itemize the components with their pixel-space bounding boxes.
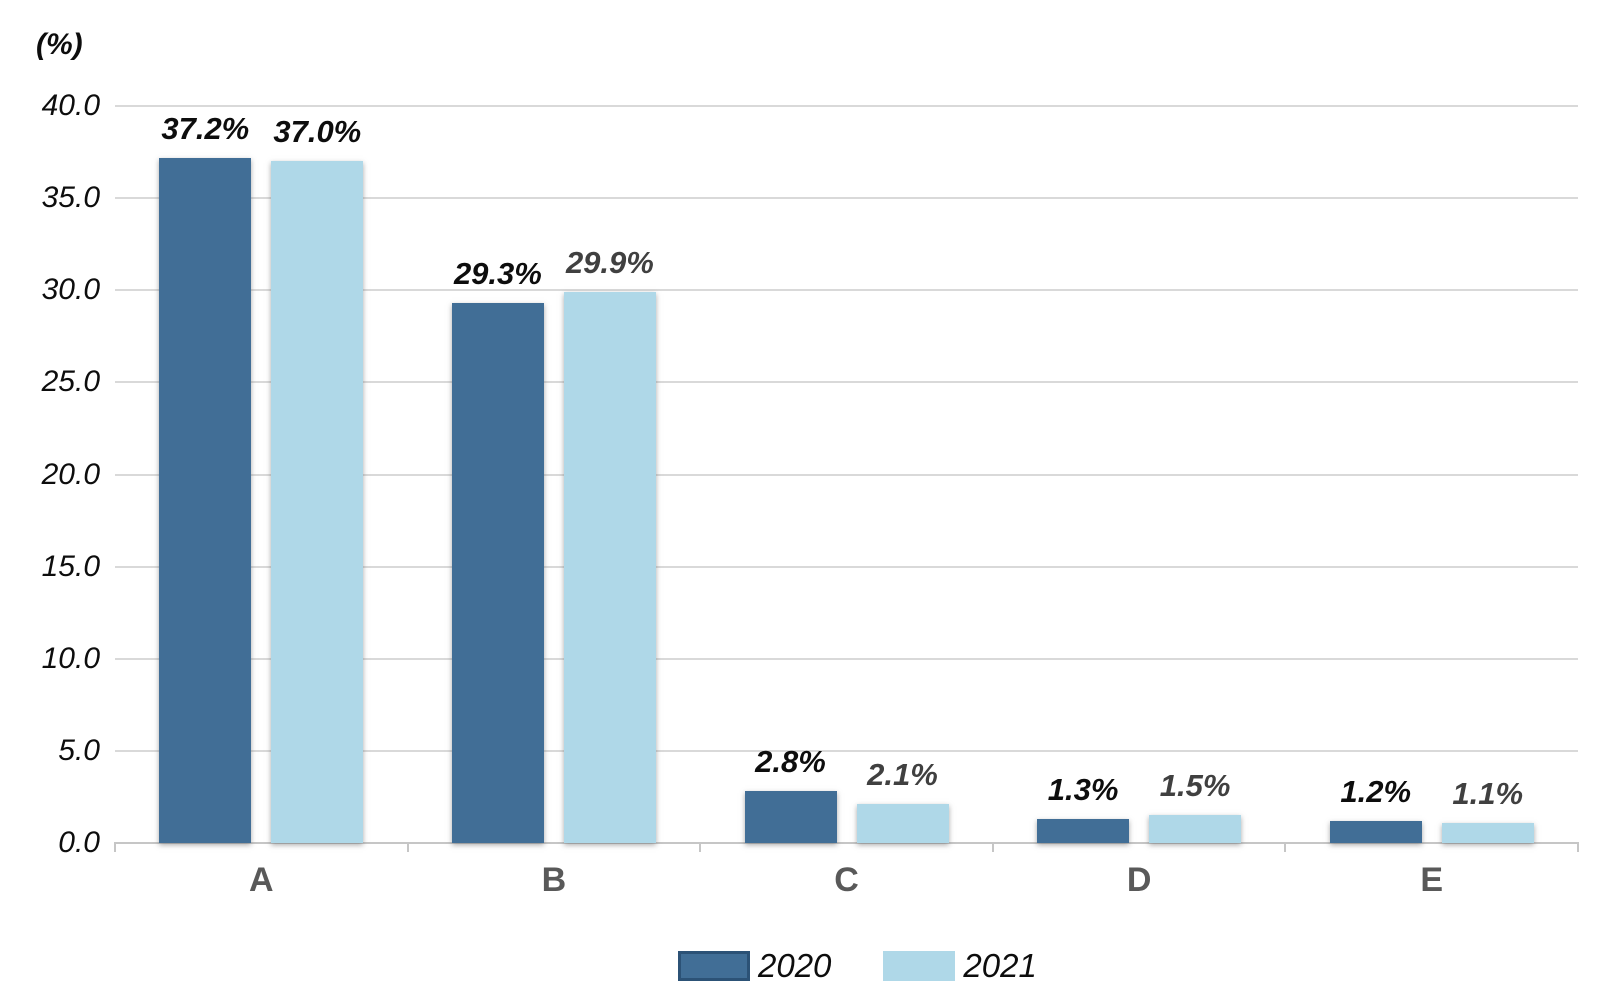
bar-2021-C — [856, 804, 949, 843]
gridline — [115, 197, 1578, 200]
bar-2020-C — [744, 791, 837, 843]
bar-2021-E — [1441, 822, 1534, 843]
legend-label: 2020 — [758, 947, 832, 984]
gridline — [115, 657, 1578, 660]
gridline — [115, 565, 1578, 568]
x-axis-tick — [114, 842, 116, 852]
bar-2020-A — [159, 157, 252, 843]
bar-value-label: 1.3% — [1047, 772, 1119, 808]
category-label: A — [249, 861, 274, 899]
bar-2021-A — [271, 161, 364, 843]
gridline — [115, 749, 1578, 752]
bar-2020-D — [1037, 819, 1130, 843]
y-tick-label: 25.0 — [41, 365, 100, 399]
legend-label: 2021 — [963, 947, 1037, 984]
legend-swatch — [883, 951, 956, 981]
gridline — [115, 289, 1578, 292]
bar-value-label: 1.2% — [1340, 773, 1412, 809]
category-label: E — [1420, 861, 1444, 899]
bar-2021-B — [563, 292, 656, 843]
y-tick-label: 15.0 — [41, 549, 100, 583]
x-axis-tick — [1284, 842, 1287, 852]
y-tick-label: 35.0 — [41, 181, 100, 215]
y-tick-label: 0.0 — [58, 826, 100, 859]
legend-item-2021: 2021 — [883, 947, 1037, 984]
bar-value-label: 37.2% — [161, 110, 250, 146]
bar-value-label: 37.0% — [273, 114, 362, 150]
bar-2020-E — [1329, 820, 1422, 843]
bar-value-label: 1.5% — [1159, 768, 1231, 804]
legend-swatch — [678, 951, 750, 981]
x-axis-tick — [991, 842, 994, 852]
y-tick-label: 20.0 — [41, 457, 100, 491]
y-axis-unit-label: (%) — [36, 28, 83, 61]
gridline — [115, 105, 1578, 107]
gridline — [115, 381, 1578, 384]
bar-value-label: 2.8% — [755, 744, 826, 780]
legend: 2020 2021 — [678, 948, 1037, 984]
y-tick-label: 40.0 — [41, 89, 100, 122]
x-axis-tick — [699, 842, 702, 852]
bar-value-label: 2.1% — [867, 757, 938, 793]
category-label: D — [1126, 861, 1152, 899]
x-axis-tick — [406, 842, 409, 852]
legend-item-2020: 2020 — [678, 948, 831, 984]
y-tick-label: 10.0 — [41, 641, 100, 675]
category-label: C — [834, 861, 859, 899]
category-label: B — [541, 861, 567, 899]
y-tick-label: 5.0 — [58, 733, 100, 767]
y-tick-label: 30.0 — [41, 273, 100, 307]
bar-value-label: 29.9% — [565, 245, 654, 281]
bar-value-label: 29.3% — [453, 256, 542, 292]
x-axis-tick — [1577, 842, 1579, 852]
bar-value-label: 1.1% — [1452, 775, 1524, 811]
bar-2021-D — [1149, 815, 1242, 843]
gridline — [115, 473, 1578, 476]
x-axis-line — [115, 842, 1578, 844]
bar-2020-B — [451, 303, 544, 843]
